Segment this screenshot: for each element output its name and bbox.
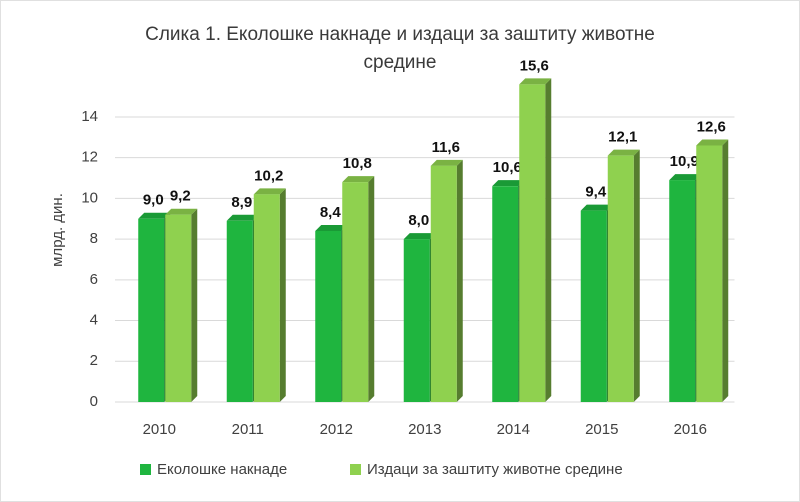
bar-top: [253, 188, 286, 195]
value-label: 10,8: [343, 155, 372, 172]
bar: [669, 180, 696, 402]
bar-side: [633, 149, 640, 402]
bar: [165, 214, 192, 402]
bar-top: [138, 212, 171, 219]
y-tick-label: 14: [81, 108, 98, 125]
x-tick-label: 2013: [408, 421, 441, 438]
x-tick-label: 2012: [320, 421, 353, 438]
value-label: 12,1: [608, 129, 637, 146]
bar: [138, 218, 165, 402]
x-tick-label: 2015: [585, 421, 618, 438]
y-tick-label: 6: [90, 271, 98, 288]
bar-side: [368, 176, 375, 402]
bar: [403, 239, 430, 402]
bar-top: [492, 180, 525, 187]
bar: [607, 155, 634, 402]
bar-side: [191, 208, 198, 402]
bar: [315, 230, 342, 402]
y-tick-label: 12: [81, 149, 98, 166]
y-tick-label: 8: [90, 230, 98, 247]
bar: [342, 182, 369, 402]
bar-top: [165, 208, 198, 215]
value-label: 15,6: [520, 57, 549, 74]
x-tick-label: 2014: [497, 421, 530, 438]
value-label: 8,4: [320, 204, 342, 221]
bar: [696, 145, 723, 403]
value-label: 10,6: [493, 159, 522, 176]
value-label: 11,6: [432, 139, 460, 156]
bar-top: [580, 204, 613, 211]
bar-top: [607, 149, 640, 156]
legend-label: Еколошке накнаде: [157, 461, 287, 478]
bar: [580, 210, 607, 402]
y-tick-label: 2: [90, 352, 98, 369]
bar-side: [545, 78, 552, 402]
y-tick-label: 4: [90, 312, 98, 329]
value-label: 10,9: [670, 153, 699, 170]
bar-top: [315, 224, 348, 231]
x-tick-label: 2010: [143, 421, 176, 438]
bar-top: [403, 233, 436, 240]
legend-label: Издаци за заштиту животне средине: [367, 461, 623, 478]
value-label: 9,4: [585, 184, 607, 201]
value-label: 10,2: [254, 167, 283, 184]
value-label: 12,6: [697, 118, 726, 135]
bar-top: [342, 176, 375, 183]
legend-swatch: [350, 464, 361, 475]
legend-swatch: [140, 464, 151, 475]
bar-top: [226, 214, 259, 221]
bar: [492, 186, 519, 402]
y-tick-label: 10: [81, 189, 98, 206]
y-axis-label: млрд. дин.: [49, 193, 66, 267]
x-tick-label: 2011: [232, 421, 264, 438]
bar-side: [279, 188, 286, 402]
bar-side: [722, 139, 729, 403]
value-label: 9,2: [170, 188, 191, 205]
bar-top: [430, 159, 463, 166]
value-label: 8,9: [231, 194, 252, 211]
chart-title: Слика 1. Еколошке накнаде и издаци за за…: [145, 24, 655, 73]
bar-top: [696, 139, 729, 146]
bar: [226, 220, 253, 402]
bar: [253, 194, 280, 402]
bar-top: [669, 174, 702, 181]
bar-top: [519, 78, 552, 85]
x-tick-label: 2016: [674, 421, 707, 438]
value-label: 9,0: [143, 192, 164, 209]
bar: [519, 84, 546, 402]
value-label: 8,0: [408, 212, 429, 229]
y-tick-label: 0: [90, 393, 98, 410]
bar: [430, 165, 457, 402]
bar-side: [456, 159, 463, 402]
